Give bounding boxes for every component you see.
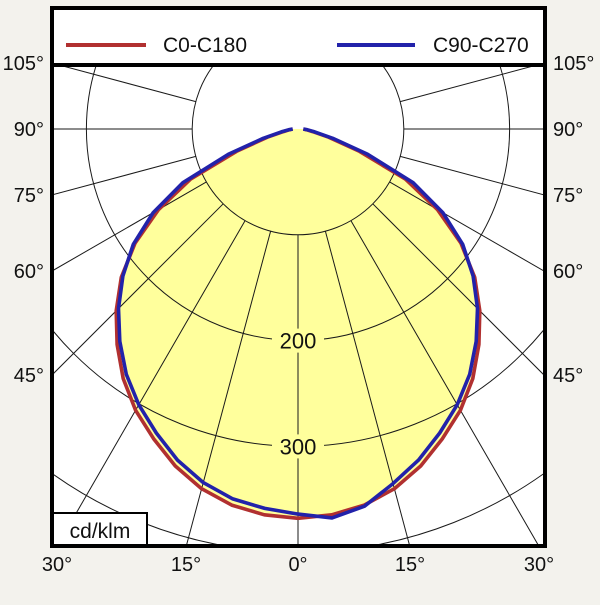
angle-label-left-60: 60°: [14, 261, 44, 283]
legend-frame: [50, 6, 547, 67]
grid-ray-15: [324, 231, 410, 544]
ring-label-300: 300: [280, 434, 317, 459]
grid-ray--45: [54, 203, 224, 374]
angle-label-bottom--15: 15°: [171, 554, 201, 576]
legend: C0-C180 C90-C270: [50, 6, 547, 67]
angle-label-right-90: 90°: [553, 119, 583, 141]
angle-label-bottom-15: 15°: [395, 554, 425, 576]
grid-ray--15: [186, 231, 272, 544]
angle-label-right-60: 60°: [553, 261, 583, 283]
grid-ray--75: [54, 155, 196, 195]
ring-label-200: 200: [280, 329, 317, 354]
unit-label: cd/klm: [70, 520, 131, 543]
grid-ray--30: [57, 220, 246, 544]
angle-label-left-45: 45°: [14, 365, 44, 387]
legend-label-c90-c270: C90-C270: [433, 34, 529, 57]
legend-label-c0-c180: C0-C180: [163, 34, 247, 57]
unit-box: cd/klm: [52, 512, 148, 546]
angle-label-bottom--30: 30°: [42, 554, 72, 576]
angle-label-right-75: 75°: [553, 185, 583, 207]
grid-ray--60: [54, 181, 207, 271]
angle-label-bottom-0: 0°: [288, 554, 307, 576]
curve-c90-c270: [116, 127, 480, 520]
axis-labels: 105° 105° 90° 90° 75° 75° 60° 60° 45° 45° 30° 15° 0°…: [3, 53, 595, 576]
grid-ray-45: [372, 203, 543, 375]
angle-label-right-105: 105°: [553, 53, 594, 75]
grid-ray-30: [350, 220, 539, 544]
angle-label-left-75: 75°: [14, 185, 44, 207]
angle-label-left-105: 105°: [3, 53, 44, 75]
grid-ray-60: [389, 181, 543, 272]
grid-ray-75: [400, 155, 543, 196]
ring-label-bg: [272, 434, 324, 459]
angle-label-left-90: 90°: [14, 119, 44, 141]
angle-label-bottom-30: 30°: [524, 554, 554, 576]
ring-label-bg: [272, 328, 324, 353]
angle-label-right-45: 45°: [553, 365, 583, 387]
